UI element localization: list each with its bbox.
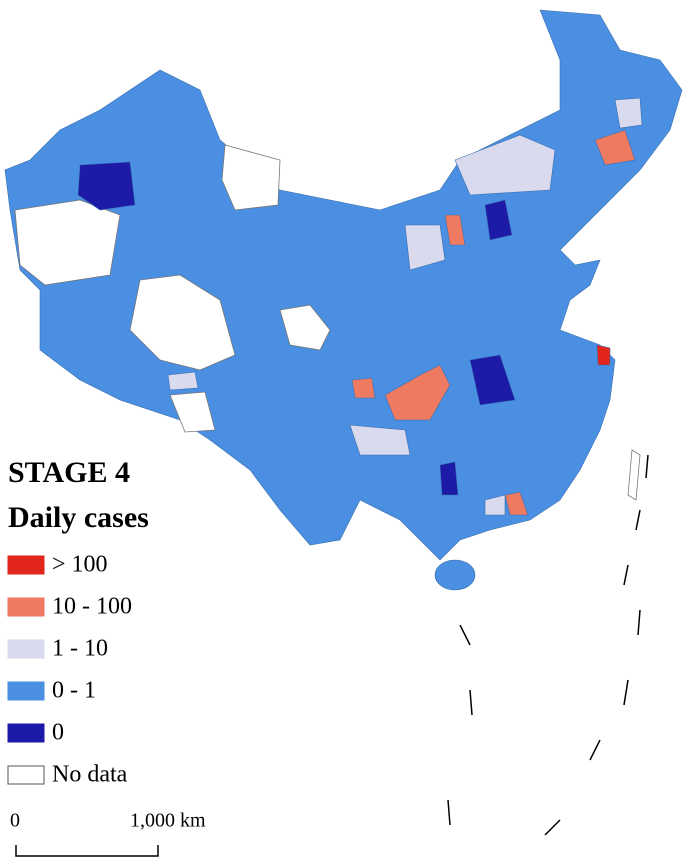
region: [454, 134, 556, 196]
scale-bar: 0 1,000 km: [10, 810, 206, 857]
legend-swatch: [7, 765, 45, 785]
map-title: STAGE 4: [8, 456, 130, 489]
legend-label: > 100: [52, 552, 108, 578]
no-data-region: [221, 144, 281, 211]
region: [439, 461, 459, 496]
region: [614, 97, 643, 129]
region: [349, 424, 411, 456]
region: [167, 371, 199, 391]
region: [469, 354, 516, 406]
legend-swatch: [7, 723, 45, 743]
legend-title: Daily cases: [8, 501, 149, 534]
region: [384, 364, 451, 421]
legend-label: 10 - 100: [52, 594, 132, 620]
legend-swatch: [7, 555, 45, 575]
region: [444, 214, 466, 246]
scale-end: 1,000 km: [130, 810, 206, 832]
region: [484, 199, 513, 241]
no-data-region: [14, 199, 121, 286]
island-taiwan: [627, 449, 641, 501]
legend-label: 0: [52, 720, 64, 746]
region: [351, 377, 376, 399]
no-data-region: [129, 274, 236, 371]
legend-swatch: [7, 681, 45, 701]
scale-start: 0: [10, 810, 20, 832]
legend-swatch: [7, 597, 45, 617]
map: [4, 9, 683, 836]
region: [594, 129, 636, 166]
legend-label: 0 - 1: [52, 678, 96, 704]
legend-label: 1 - 10: [52, 636, 108, 662]
no-data-region: [279, 304, 331, 351]
legend-swatch: [7, 639, 45, 659]
island: [434, 559, 476, 591]
region: [596, 344, 611, 366]
region: [484, 494, 506, 516]
region: [504, 491, 529, 516]
region: [77, 161, 136, 211]
nine-dash-line: [447, 454, 649, 836]
region: [404, 224, 446, 271]
legend: > 100 10 - 100 1 - 10 0 - 1 0 No data: [7, 552, 132, 788]
legend-label: No data: [52, 762, 128, 788]
no-data-region: [169, 391, 216, 433]
scale-line: [15, 845, 159, 857]
